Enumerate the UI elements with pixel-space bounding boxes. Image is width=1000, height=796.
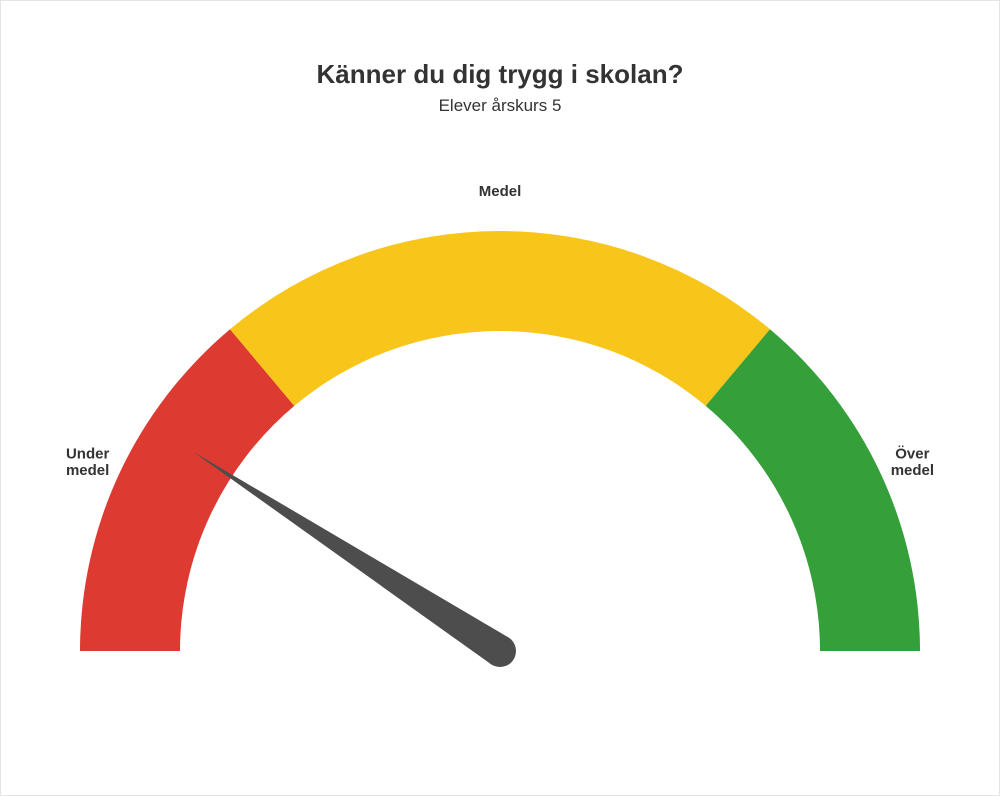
gauge-chart: Undermedel Medel Övermedel: [30, 151, 970, 711]
gauge-segment-2: [706, 329, 920, 651]
chart-frame: Känner du dig trygg i skolan? Elever års…: [0, 0, 1000, 796]
gauge-needle: [194, 452, 509, 664]
titles-block: Känner du dig trygg i skolan? Elever års…: [1, 1, 999, 116]
chart-subtitle: Elever årskurs 5: [1, 96, 999, 116]
gauge-label-1: Medel: [479, 183, 522, 200]
gauge-segment-0: [80, 329, 294, 651]
gauge-label-2: Övermedel: [891, 446, 934, 480]
gauge-container: Undermedel Medel Övermedel: [1, 151, 999, 711]
gauge-needle-hub: [484, 635, 516, 667]
gauge-segment-1: [230, 231, 770, 406]
chart-title: Känner du dig trygg i skolan?: [1, 59, 999, 90]
gauge-label-0: Undermedel: [66, 446, 110, 480]
